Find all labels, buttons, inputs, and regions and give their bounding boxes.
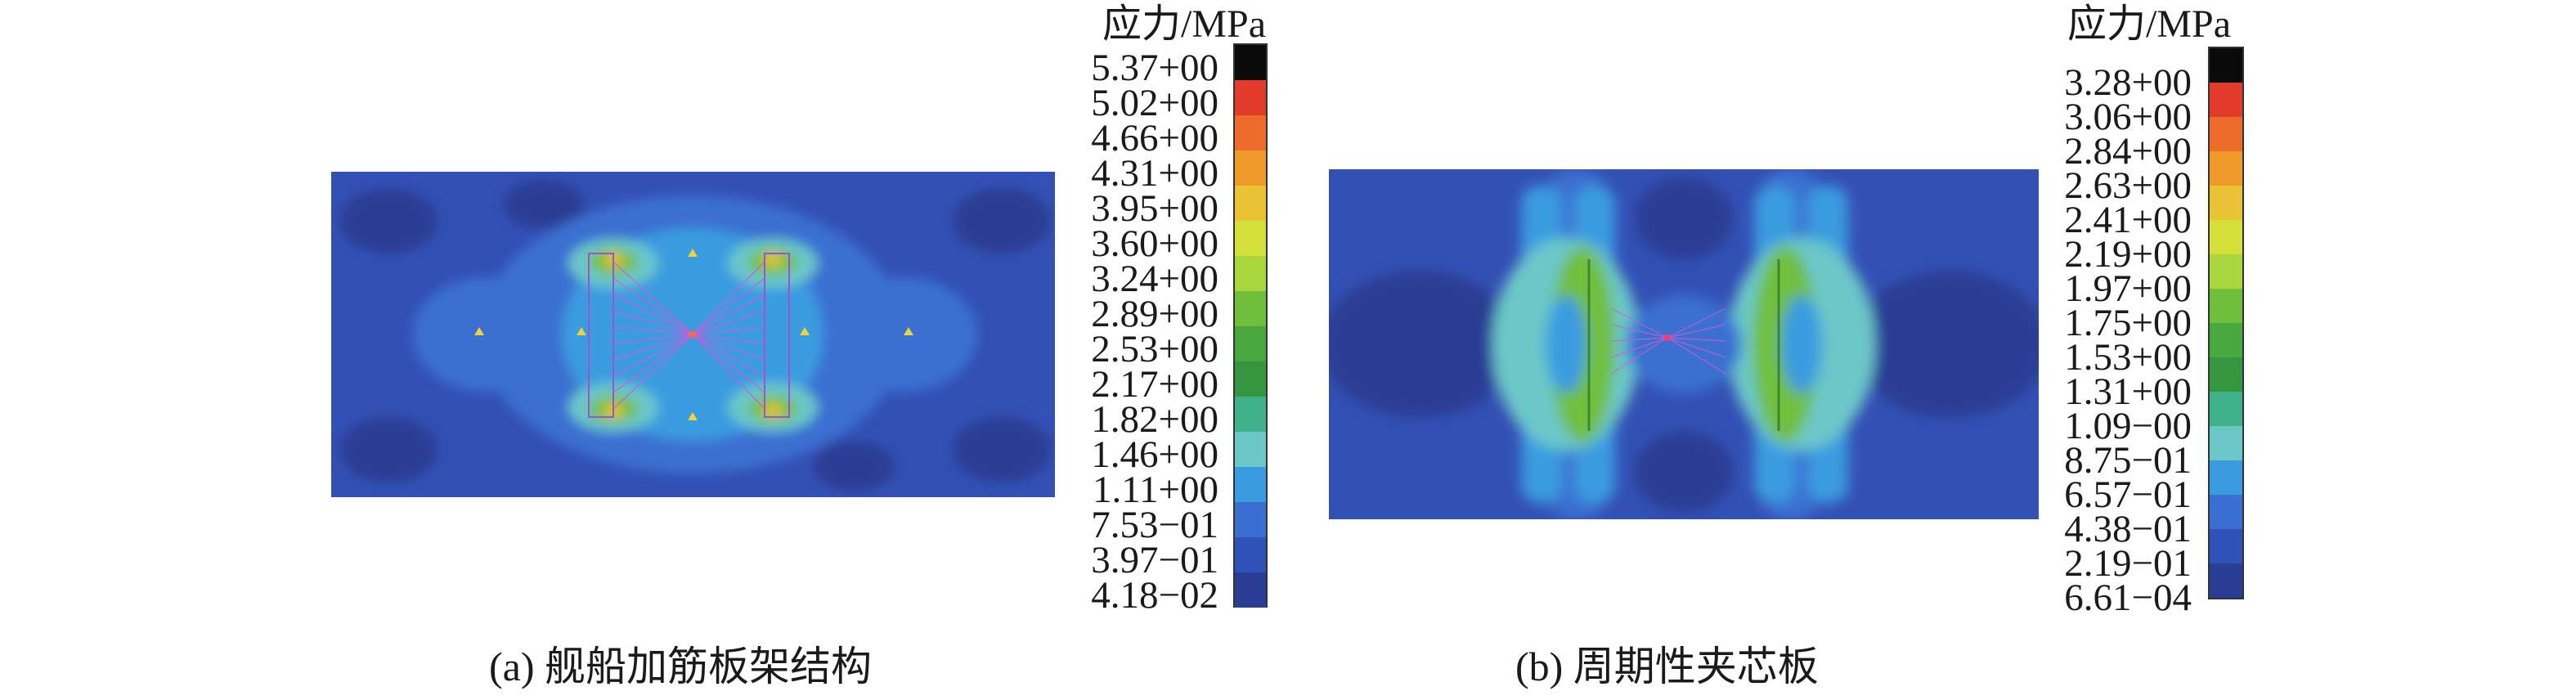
legend-tick-label: 3.97−01	[1091, 539, 1218, 581]
boundary-markers	[474, 249, 913, 420]
stress-zone	[762, 404, 783, 417]
legend-swatch	[2210, 529, 2242, 563]
legend-swatch	[1235, 291, 1266, 326]
legend-tick-label: 4.18−02	[1091, 574, 1218, 617]
legend-swatch	[1235, 467, 1266, 502]
legend-tick-label: 3.06+00	[2064, 96, 2192, 138]
legend-swatch	[2210, 220, 2242, 254]
legend-tick-label: 2.89+00	[1091, 293, 1218, 335]
legend-tick-label: 1.82+00	[1091, 398, 1218, 441]
stress-zone	[413, 277, 560, 392]
legend-tick-label: 3.24+00	[1091, 258, 1218, 300]
legend-colorbar	[2208, 47, 2244, 599]
legend-tick-label: 1.46+00	[1091, 433, 1218, 476]
stress-zone	[339, 188, 438, 254]
load-point	[1664, 334, 1671, 341]
legend-tick-label: 4.66+00	[1091, 117, 1218, 159]
legend-swatch	[1235, 150, 1266, 186]
legend-tick-label: 4.31+00	[1091, 152, 1218, 195]
legend-swatch	[2210, 151, 2242, 186]
legend-swatch	[1235, 256, 1266, 291]
legend-swatch	[2210, 392, 2242, 426]
stress-zone	[1635, 431, 1733, 513]
legend-swatch	[2210, 254, 2242, 289]
legend-tick-label: 7.53−01	[1091, 504, 1218, 546]
legend-swatch	[2210, 495, 2242, 529]
stress-zone	[1781, 295, 1822, 393]
legend-tick-label: 1.97+00	[2064, 267, 2192, 310]
contour-plot-b	[1329, 169, 2039, 519]
stress-zone	[503, 180, 585, 229]
legend-swatch	[2210, 117, 2242, 151]
legend-swatch	[2210, 186, 2242, 220]
stress-zone	[1852, 271, 2039, 418]
stress-zone	[1635, 177, 1733, 259]
legend-tick-label: 2.19−01	[2064, 542, 2192, 585]
coupling-lines	[1610, 307, 1726, 375]
stress-zone	[814, 442, 895, 491]
caption-a: (a) 舰船加筋板架结构	[489, 644, 872, 689]
coupling-lines	[613, 261, 765, 410]
stiffener-frame	[588, 253, 790, 418]
legend-tick-label: 1.09−00	[2064, 405, 2192, 447]
legend-swatch	[2210, 460, 2242, 495]
legend-colorbar	[1233, 43, 1268, 608]
legend-swatch	[1235, 361, 1266, 397]
stress-zone	[953, 417, 1051, 482]
legend-swatch	[1235, 221, 1266, 256]
legend-tick-label: 3.95+00	[1091, 187, 1218, 230]
legend-swatch	[2210, 83, 2242, 117]
legend-swatch	[2210, 563, 2242, 598]
legend-labels: 3.28+00 3.06+00 2.84+00 2.63+00 2.41+00 …	[2012, 64, 2192, 636]
legend-tick-label: 6.57−01	[2064, 473, 2192, 516]
legend-tick-label: 1.31+00	[2064, 370, 2192, 413]
stress-zone	[1627, 295, 1741, 393]
legend-tick-label: 2.63+00	[2064, 164, 2192, 207]
legend-tick-label: 2.17+00	[1091, 363, 1218, 406]
stress-zone	[1329, 271, 1517, 418]
legend-swatch	[1235, 397, 1266, 432]
legend-tick-label: 3.60+00	[1091, 222, 1218, 265]
legend-tick-label: 3.28+00	[2064, 61, 2192, 104]
legend-title: 应力/MPa	[1102, 2, 1267, 46]
stress-zone	[339, 417, 438, 482]
stress-zone	[830, 277, 977, 392]
legend-swatch	[2210, 323, 2242, 357]
legend-swatch	[1235, 80, 1266, 115]
legend-swatch	[1235, 432, 1266, 467]
legend-tick-label: 2.41+00	[2064, 199, 2192, 241]
legend-swatch	[2210, 289, 2242, 323]
legend-tick-label: 8.75−01	[2064, 439, 2192, 482]
stiffener-frame	[1587, 259, 1780, 431]
legend-swatch	[1235, 502, 1266, 537]
contour-plot-a	[331, 172, 1055, 497]
legend-swatch	[1235, 186, 1266, 221]
legend-labels: 5.37+00 5.02+00 4.66+00 4.31+00 3.95+00 …	[1039, 49, 1218, 621]
legend-swatch	[2210, 48, 2242, 83]
legend-swatch	[1235, 326, 1266, 361]
stress-zone	[953, 188, 1051, 254]
legend-tick-label: 4.38−01	[2064, 508, 2192, 550]
stress-zone	[762, 254, 783, 267]
stress-zone	[1546, 295, 1586, 393]
legend-swatch	[1235, 45, 1266, 80]
legend-swatch	[2210, 426, 2242, 460]
legend-swatch	[1235, 115, 1266, 150]
load-point	[689, 331, 696, 338]
legend-tick-label: 6.61−04	[2064, 577, 2192, 619]
legend-tick-label: 1.11+00	[1092, 469, 1218, 511]
caption-b: (b) 周期性夹芯板	[1515, 644, 1819, 689]
legend-tick-label: 2.19+00	[2064, 233, 2192, 276]
legend-tick-label: 1.53+00	[2064, 336, 2192, 379]
legend-title: 应力/MPa	[2067, 2, 2232, 46]
legend-tick-label: 5.02+00	[1091, 82, 1218, 124]
legend-tick-label: 2.53+00	[1091, 328, 1218, 370]
legend-tick-label: 5.37+00	[1091, 47, 1218, 89]
legend-tick-label: 2.84+00	[2064, 130, 2192, 173]
legend-swatch	[1235, 537, 1266, 572]
legend-swatch	[2210, 357, 2242, 392]
legend-tick-label: 1.75+00	[2064, 302, 2192, 344]
legend-swatch	[1235, 572, 1266, 608]
